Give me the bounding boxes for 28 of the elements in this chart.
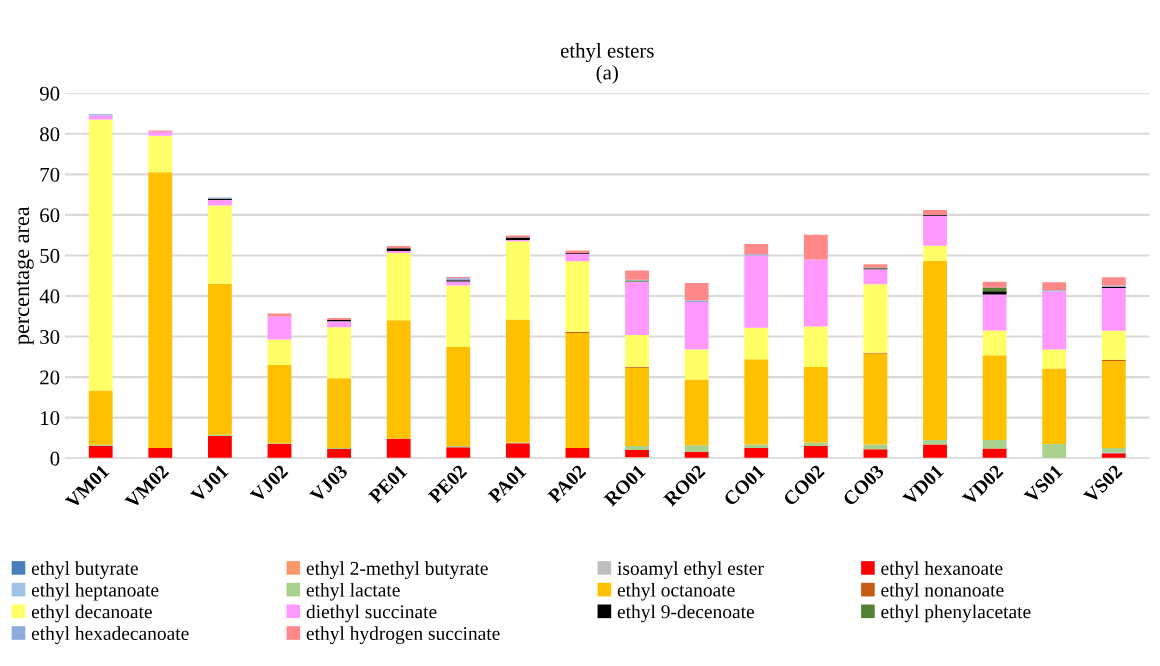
legend-label: ethyl decanoate (31, 604, 152, 623)
legend-label: ethyl lactate (306, 582, 400, 601)
legend-label: isoamyl ethyl ester (617, 561, 764, 579)
y-tick-label: 80 (40, 127, 60, 142)
legend-label: ethyl hexanoate (881, 561, 1003, 579)
legend-label: ethyl phenylacetate (881, 604, 1031, 623)
legend-label: diethyl succinate (306, 604, 437, 623)
chart-title: ethyl esters (a) (560, 43, 654, 84)
legend-label: ethyl 9-decenoate (617, 604, 754, 623)
legend-label: ethyl butyrate (31, 561, 138, 579)
y-tick-label: 60 (40, 208, 60, 223)
y-tick-label: 40 (39, 289, 60, 304)
y-tick-label: 10 (41, 411, 60, 426)
legend-label: ethyl hexadecanoate (31, 626, 189, 645)
x-tick-label: VJ03 (309, 463, 349, 504)
y-tick-label: 90 (39, 86, 60, 101)
legend-label: ethyl 2-methyl butyrate (306, 561, 488, 579)
y-tick-label: 0 (50, 451, 60, 466)
legend-label: ethyl hydrogen succinate (306, 626, 500, 645)
legend-label: ethyl nonanoate (881, 582, 1004, 601)
x-tick-label: VJ01 (189, 464, 229, 504)
y-tick-label: 20 (40, 370, 60, 385)
legend-label: ethyl heptanoate (31, 582, 159, 601)
y-axis-title: percentage area (16, 206, 34, 345)
y-tick-label: 30 (40, 329, 60, 344)
legend-label: ethyl octanoate (617, 582, 735, 601)
y-tick-label: 50 (40, 248, 60, 263)
y-tick-label: 70 (40, 167, 60, 182)
